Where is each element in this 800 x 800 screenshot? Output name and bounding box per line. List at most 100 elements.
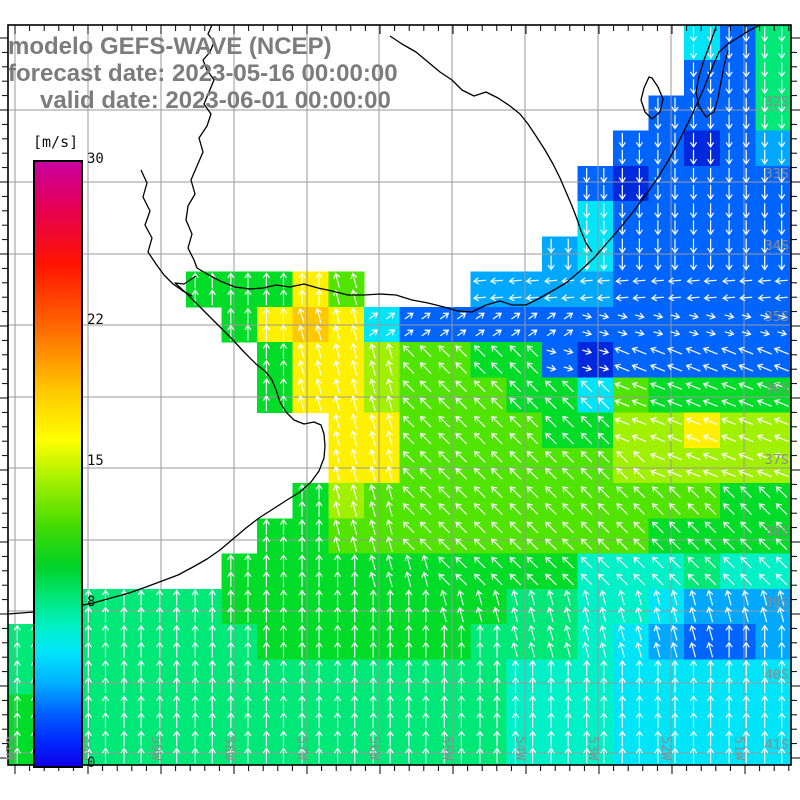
wave-direction-arrow: [707, 114, 715, 130]
wave-field-cell: [363, 377, 400, 414]
wave-direction-arrow: [689, 589, 697, 606]
wave-direction-arrow: [600, 255, 608, 271]
wave-direction-arrow: [490, 450, 503, 463]
wave-field-cell: [257, 694, 294, 731]
wave-field-cell: [363, 342, 400, 378]
wave-direction-arrow: [760, 312, 771, 320]
wave-direction-arrow: [721, 417, 737, 426]
wave-direction-arrow: [738, 381, 754, 390]
wave-direction-arrow: [671, 712, 679, 729]
wave-direction-arrow: [635, 730, 643, 747]
wave-direction-arrow: [529, 676, 537, 693]
wave-direction-arrow: [707, 676, 715, 693]
wave-direction-arrow: [741, 606, 749, 623]
wave-direction-arrow: [208, 747, 216, 764]
wave-direction-arrow: [633, 521, 646, 534]
longitude-label: 61W: [2, 736, 18, 761]
wave-direction-arrow: [334, 730, 342, 747]
wave-field-cell: [470, 588, 507, 625]
wave-direction-arrow: [582, 329, 593, 337]
wave-direction-arrow: [599, 641, 607, 658]
wave-direction-arrow: [689, 695, 698, 712]
wave-direction-arrow: [546, 589, 554, 606]
wave-direction-arrow: [137, 730, 145, 747]
latitude-label: 32S: [765, 94, 789, 110]
wave-field-cell: [150, 588, 187, 625]
wave-direction-arrow: [525, 277, 539, 285]
wave-direction-arrow: [386, 641, 394, 658]
wave-field-cell: [577, 271, 614, 308]
wave-direction-arrow: [13, 676, 21, 693]
wave-direction-arrow: [334, 712, 342, 729]
wave-direction-arrow: [439, 329, 450, 337]
wave-direction-arrow: [778, 220, 786, 236]
wave-direction-arrow: [279, 289, 288, 306]
wave-direction-arrow: [262, 272, 270, 289]
wave-direction-arrow: [405, 624, 413, 641]
wave-direction-arrow: [350, 343, 358, 359]
longitude-label: 55W: [439, 736, 455, 761]
wave-field-cell: [506, 271, 543, 308]
wave-direction-arrow: [333, 500, 341, 517]
wave-direction-arrow: [351, 589, 359, 606]
wave-direction-arrow: [493, 747, 501, 764]
wave-direction-arrow: [742, 114, 750, 130]
wave-direction-arrow: [725, 659, 733, 676]
wave-direction-arrow: [670, 624, 678, 641]
wave-direction-arrow: [631, 381, 647, 390]
wave-direction-arrow: [84, 712, 92, 729]
wave-direction-arrow: [778, 168, 786, 184]
wave-direction-arrow: [545, 503, 557, 515]
wave-field-cell: [114, 659, 151, 696]
wave-direction-arrow: [671, 676, 679, 693]
wave-direction-arrow: [173, 641, 181, 658]
wave-direction-arrow: [654, 168, 662, 184]
wave-direction-arrow: [685, 417, 701, 426]
wave-direction-arrow: [614, 381, 630, 390]
wave-direction-arrow: [600, 712, 608, 729]
wave-direction-arrow: [670, 312, 681, 320]
wave-direction-arrow: [191, 624, 199, 641]
wave-direction-arrow: [368, 571, 376, 587]
wave-direction-arrow: [402, 450, 415, 463]
wave-direction-arrow: [547, 730, 555, 747]
wave-direction-arrow: [385, 519, 393, 535]
wave-direction-arrow: [722, 277, 736, 285]
wave-direction-arrow: [476, 712, 484, 729]
longitude-label: 51W: [731, 736, 747, 761]
wave-direction-arrow: [438, 503, 451, 515]
wave-direction-arrow: [137, 676, 145, 693]
wave-direction-arrow: [511, 329, 521, 337]
wave-field-cell: [328, 588, 365, 625]
wave-direction-arrow: [244, 624, 252, 641]
wave-direction-arrow: [757, 294, 771, 302]
wave-direction-arrow: [756, 381, 772, 390]
wave-direction-arrow: [227, 571, 235, 588]
wave-direction-arrow: [671, 185, 679, 201]
wave-direction-arrow: [385, 571, 393, 587]
wave-direction-arrow: [583, 712, 591, 729]
wave-field-cell: [185, 271, 223, 308]
wave-direction-arrow: [725, 62, 733, 78]
wave-field-cell: [506, 588, 543, 625]
wave-direction-arrow: [455, 467, 468, 480]
wave-field-cell: [648, 165, 685, 202]
wave-direction-arrow: [778, 624, 786, 641]
wave-direction-arrow: [685, 398, 701, 407]
wave-direction-arrow: [579, 294, 593, 302]
wave-field-cell: [684, 130, 721, 167]
wave-field-cell: [185, 694, 223, 731]
wave-direction-arrow: [457, 589, 465, 606]
wave-direction-arrow: [582, 347, 593, 355]
wave-direction-arrow: [227, 695, 235, 712]
wave-direction-arrow: [742, 659, 750, 676]
wave-field-cell: [363, 624, 400, 660]
wave-direction-arrow: [761, 132, 769, 148]
wave-field-cell: [292, 624, 329, 660]
wave-direction-arrow: [385, 312, 396, 320]
wave-direction-arrow: [773, 434, 789, 443]
wave-field-cell: [221, 659, 258, 696]
wave-direction-arrow: [671, 203, 679, 219]
wave-direction-arrow: [671, 97, 679, 113]
wave-direction-arrow: [545, 397, 557, 410]
